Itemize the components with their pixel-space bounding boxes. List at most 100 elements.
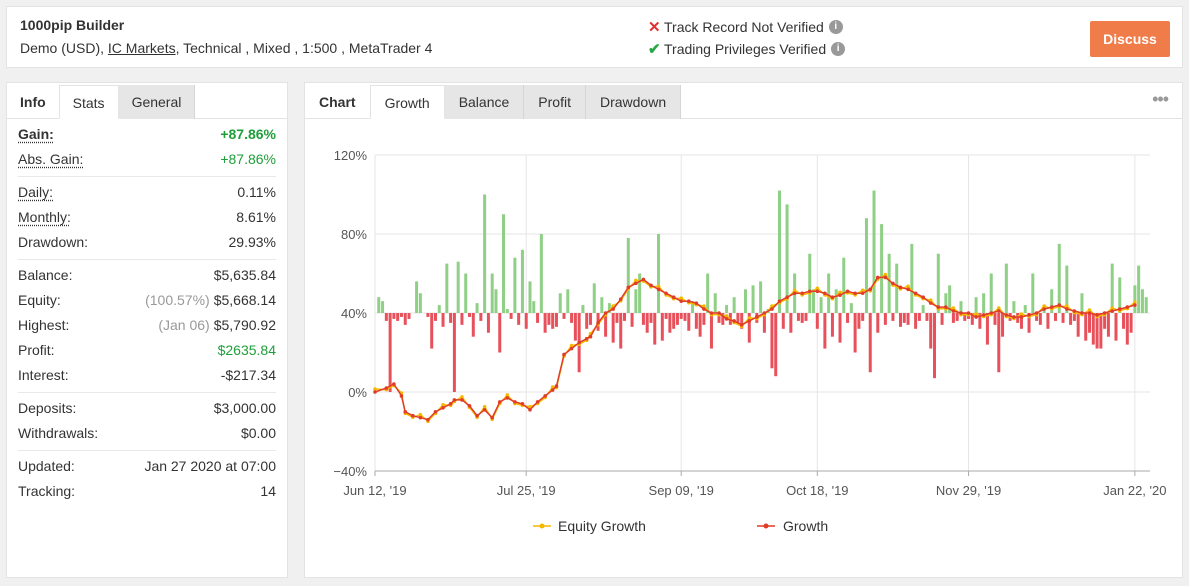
profit-bar (978, 313, 982, 329)
profit-bar (604, 313, 608, 337)
profit-bar (675, 313, 679, 325)
profit-bar (392, 313, 396, 319)
equity-point (815, 286, 820, 291)
x-tick-label: Oct 18, '19 (786, 483, 848, 498)
stat-label[interactable]: Abs. Gain: (18, 151, 84, 167)
stat-value: $3,000.00 (213, 400, 276, 416)
profit-bar (1133, 285, 1137, 313)
legend-growth-label: Growth (783, 518, 828, 534)
profit-bar (717, 313, 721, 323)
profit-bar (645, 313, 649, 333)
growth-point (588, 334, 593, 339)
legend-equity-label: Equity Growth (558, 518, 646, 534)
growth-point (550, 388, 555, 392)
profit-bar (641, 313, 645, 325)
growth-point (785, 295, 789, 299)
growth-point (770, 307, 774, 311)
growth-point (467, 404, 472, 408)
stat-label[interactable]: Monthly: (18, 209, 71, 225)
tab-profit[interactable]: Profit (524, 85, 586, 119)
tab-stats[interactable]: Stats (58, 85, 119, 119)
growth-point (618, 297, 623, 301)
profit-bar (725, 305, 729, 313)
growth-point (475, 413, 479, 418)
profit-bar (1027, 313, 1031, 333)
stat-value: +87.86% (220, 151, 276, 167)
growth-point (418, 415, 423, 420)
stat-value: $2635.84 (217, 342, 276, 358)
tab-chart[interactable]: Chart (319, 94, 356, 110)
discuss-button[interactable]: Discuss (1090, 21, 1170, 57)
growth-point (656, 287, 661, 292)
stat-row-daily: Daily: 0.11% (18, 180, 276, 205)
x-tick-label: Jun 12, '19 (343, 483, 406, 498)
profit-bar (1012, 301, 1016, 313)
stat-label[interactable]: Daily: (18, 184, 54, 200)
profit-bar (396, 313, 400, 321)
info-icon[interactable]: i (831, 42, 846, 56)
growth-point (876, 275, 880, 280)
profit-bar (751, 285, 755, 313)
stat-row-deposits: Deposits: $3,000.00 (18, 396, 276, 421)
stat-label: Highest: (18, 317, 70, 333)
broker-link[interactable]: IC Markets (107, 40, 176, 56)
growth-point (807, 289, 812, 294)
growth-point (634, 281, 638, 286)
growth-point (490, 415, 494, 420)
profit-bar (1053, 313, 1057, 321)
growth-point (1125, 305, 1130, 309)
stat-row-monthly: Monthly: 8.61% (18, 205, 276, 230)
tab-growth[interactable]: Growth (369, 85, 445, 119)
more-options-icon[interactable]: ••• (1152, 89, 1169, 109)
growth-point (974, 315, 978, 319)
profit-bar (827, 273, 831, 313)
profit-bar (1106, 313, 1110, 337)
profit-bar (910, 243, 914, 313)
profit-bar (1091, 313, 1095, 345)
equity-point (1087, 308, 1092, 312)
growth-point (913, 291, 918, 296)
profit-bar (483, 194, 487, 313)
equity-point (656, 284, 661, 289)
profit-bar (1061, 313, 1065, 323)
profit-bar (464, 273, 468, 313)
profit-bar (1019, 313, 1023, 329)
profit-bar (959, 301, 963, 313)
tab-balance[interactable]: Balance (444, 85, 525, 119)
profit-bar (732, 297, 736, 313)
profit-bar (505, 309, 509, 313)
profit-bar (781, 313, 785, 329)
profit-bar (1125, 313, 1129, 345)
profit-bar (974, 297, 978, 313)
stat-label: Equity: (18, 292, 61, 308)
profit-bar (906, 313, 910, 325)
x-tick-label: Nov 29, '19 (936, 483, 1001, 498)
growth-point (505, 396, 510, 400)
tab-general[interactable]: General (118, 85, 196, 119)
profit-bar (925, 313, 929, 321)
growth-point (989, 311, 994, 315)
profit-bar (740, 313, 744, 329)
account-type: Demo (USD), (20, 40, 105, 56)
stat-label[interactable]: Gain: (18, 126, 54, 142)
tab-drawdown[interactable]: Drawdown (585, 85, 682, 119)
growth-point (1034, 311, 1039, 315)
growth-point (392, 382, 396, 386)
growth-point (433, 409, 438, 414)
growth-point (596, 321, 600, 325)
profit-bar (898, 313, 902, 327)
tab-info[interactable]: Info (20, 94, 46, 110)
profit-bar (989, 273, 993, 313)
profit-bar (929, 313, 933, 349)
profit-bar (838, 313, 842, 343)
equity-point (1019, 312, 1024, 316)
profit-bar (1103, 313, 1107, 329)
growth-point (762, 311, 767, 315)
profit-bar (479, 313, 483, 321)
profit-bar (951, 313, 955, 323)
info-icon[interactable]: i (828, 20, 843, 34)
profit-bar (789, 313, 793, 333)
growth-point (792, 291, 797, 296)
growth-point (709, 311, 714, 315)
growth-point (452, 398, 457, 402)
